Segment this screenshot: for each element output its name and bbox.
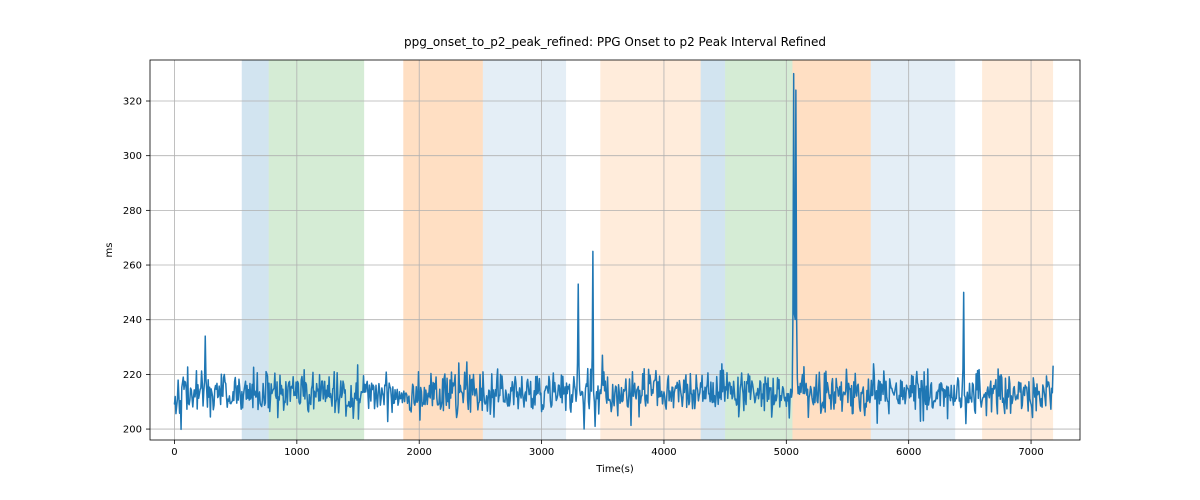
y-tick-label: 220 bbox=[123, 370, 142, 381]
x-tick-label: 3000 bbox=[529, 447, 554, 458]
chart-svg: 0 1000 2000 3000 4000 5000 6000 7000 200 220 240 26… bbox=[0, 0, 1200, 500]
chart-title: ppg_onset_to_p2_peak_refined: PPG Onset … bbox=[404, 35, 826, 49]
axspan-9 bbox=[982, 60, 1053, 440]
y-tick-label: 320 bbox=[123, 97, 142, 108]
x-tick-label: 5000 bbox=[774, 447, 799, 458]
y-tick-label: 240 bbox=[123, 315, 142, 326]
x-tick-label: 0 bbox=[171, 447, 177, 458]
y-tick-label: 280 bbox=[123, 206, 142, 217]
x-tick-label: 4000 bbox=[651, 447, 676, 458]
x-tick-label: 2000 bbox=[406, 447, 431, 458]
y-tick-label: 300 bbox=[123, 151, 142, 162]
axspan-6 bbox=[725, 60, 792, 440]
y-axis-label: ms bbox=[104, 243, 115, 258]
y-tick-label: 260 bbox=[123, 261, 142, 272]
x-tick-label: 1000 bbox=[284, 447, 309, 458]
chart-container: 0 1000 2000 3000 4000 5000 6000 7000 200 220 240 26… bbox=[0, 0, 1200, 500]
x-axis-label: Time(s) bbox=[595, 464, 634, 475]
y-tick-label: 200 bbox=[123, 425, 142, 436]
x-tick-label: 7000 bbox=[1018, 447, 1043, 458]
x-tick-label: 6000 bbox=[896, 447, 921, 458]
